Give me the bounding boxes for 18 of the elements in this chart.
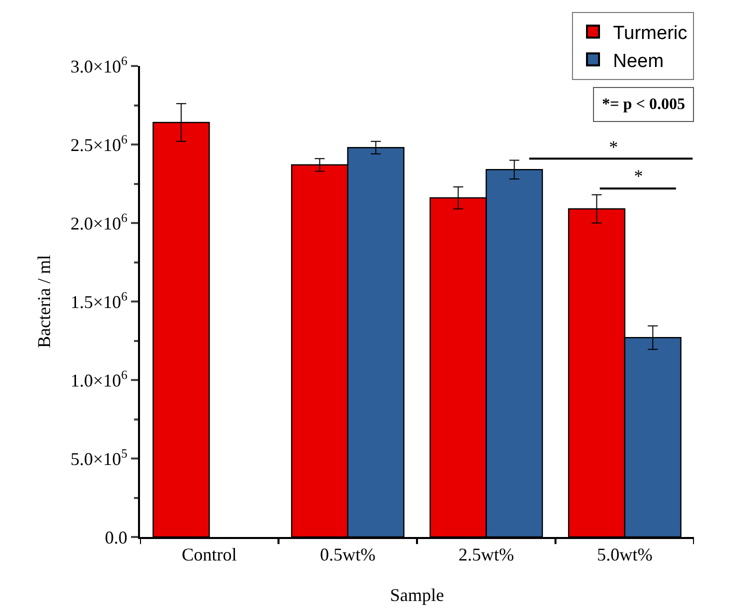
y-tick-label: 2.0×10$^{6}$: [70, 210, 128, 234]
x-tick-label: 2.5wt%: [458, 544, 514, 565]
annotation: *: [609, 137, 618, 157]
y-tick-label: 5.0×10$^{5}$: [70, 446, 128, 469]
y-tick-label: 1.5×10$^{6}$: [70, 289, 128, 312]
annotation: *= p < 0.005: [602, 96, 686, 113]
y-axis-title: Bacteria / ml: [34, 255, 54, 348]
x-tick-label: 5.0wt%: [597, 544, 652, 565]
y-tick-label: 0.0: [104, 527, 128, 548]
x-axis-title: Sample: [390, 585, 444, 606]
legend-label: Neem: [613, 50, 664, 72]
x-tick-label: 0.5wt%: [320, 544, 376, 565]
y-tick-label: 1.0×10$^{6}$: [70, 368, 128, 390]
annotation: *: [634, 166, 643, 186]
y-tick-label: 2.5×10$^{6}$: [70, 132, 128, 155]
legend-label: Turmeric: [613, 23, 688, 44]
x-tick-label: Control: [182, 544, 237, 565]
y-tick-label: 3.0×10$^{6}$: [70, 54, 128, 76]
